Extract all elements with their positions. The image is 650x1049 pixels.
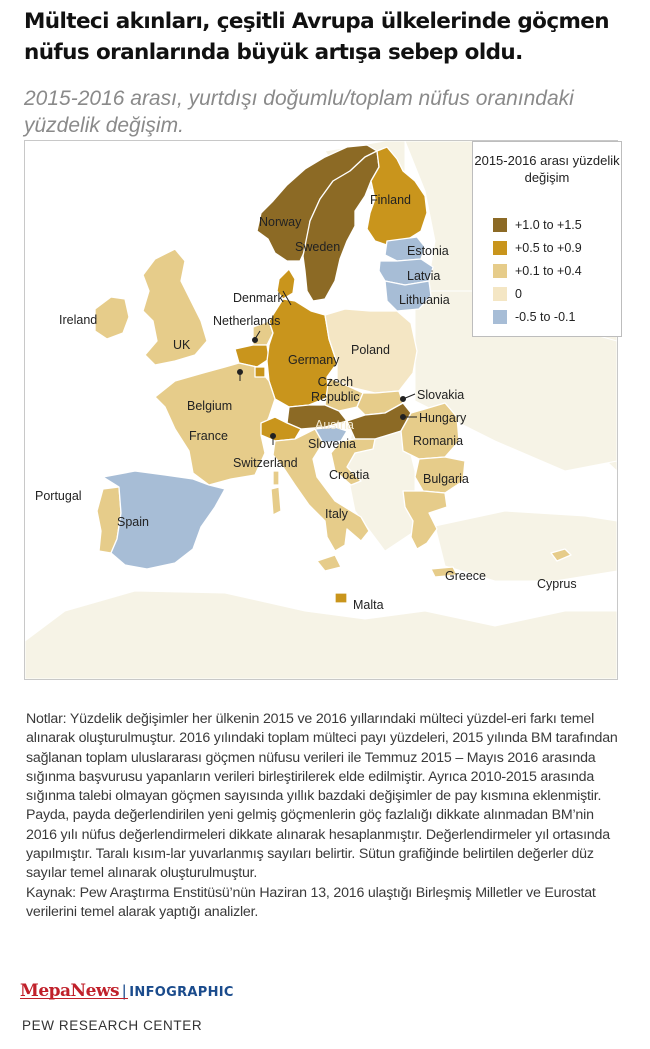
label-spain: Spain [117, 515, 149, 529]
label-austria: Austria [315, 418, 354, 432]
legend-label: -0.5 to -0.1 [515, 310, 576, 324]
label-latvia: Latvia [407, 269, 441, 283]
country-cyprus [550, 548, 572, 562]
label-slovakia: Slovakia [417, 388, 465, 402]
label-estonia: Estonia [407, 244, 449, 258]
country-sardinia [270, 486, 282, 516]
leader-denmark [282, 290, 292, 306]
legend-swatch [493, 264, 507, 278]
label-uk: UK [173, 338, 191, 352]
country-lithuania [384, 280, 432, 312]
page-subtitle: 2015-2016 arası, yurtdışı doğumlu/toplam… [24, 87, 574, 137]
legend-swatch [493, 310, 507, 324]
brand-mepanews: MepaNews [20, 981, 120, 1001]
legend-label: +1.0 to +1.5 [515, 218, 582, 232]
label-netherlands: Netherlands [213, 314, 281, 328]
country-ireland [94, 296, 130, 340]
label-bulgaria: Bulgaria [423, 472, 469, 486]
label-greece: Greece [445, 569, 486, 583]
brand-separator: | [122, 983, 127, 1000]
label-lithuania: Lithuania [399, 293, 450, 307]
brand-infographic: INFOGRAPHIC [129, 985, 234, 1000]
leader-czech [340, 398, 346, 402]
label-norway: Norway [259, 215, 302, 229]
label-croatia: Croatia [329, 468, 370, 482]
label-italy: Italy [325, 507, 348, 521]
footer-credit: PEW RESEARCH CENTER [22, 1018, 203, 1033]
land-africa [25, 590, 617, 679]
legend-swatch [493, 218, 507, 232]
label-germany: Germany [288, 353, 340, 367]
leader-dot-slovakia [400, 396, 406, 402]
map-legend: 2015-2016 arası yüzdelik değişim +1.0 to… [472, 141, 622, 337]
notes: Notlar: Yüzdelik değişimler her ülkenin … [26, 710, 626, 922]
label-poland: Poland [351, 343, 390, 357]
leader-dot-netherlands [252, 337, 258, 343]
label-denmark: Denmark [233, 291, 284, 305]
legend-label: 0 [515, 287, 522, 301]
land-turkey [434, 510, 617, 582]
legend-title: 2015-2016 arası yüzdelik değişim [474, 153, 620, 185]
country-italy [272, 428, 370, 572]
country-bulgaria [414, 456, 466, 494]
country-france [154, 362, 276, 486]
country-denmark [276, 268, 296, 300]
country-uk [142, 248, 208, 366]
label-romania: Romania [413, 434, 464, 448]
legend-swatch [493, 287, 507, 301]
country-sweden [302, 150, 380, 302]
label-malta: Malta [353, 598, 384, 612]
legend-label: +0.5 to +0.9 [515, 241, 582, 255]
label-cyprus: Cyprus [537, 577, 577, 591]
leader-dot-belgium [237, 369, 243, 375]
country-finland [366, 146, 428, 246]
label-portugal: Portugal [35, 489, 82, 503]
country-poland [324, 308, 418, 394]
leader-dot-hungary [400, 414, 406, 420]
country-malta [334, 592, 348, 604]
label-belgium: Belgium [187, 399, 233, 413]
label-finland: Finland [370, 193, 411, 207]
country-spain [102, 470, 226, 570]
label-slovenia: Slovenia [308, 437, 356, 451]
label-czech-republic: Czech Republic [311, 375, 360, 404]
legend-label: +0.1 to +0.4 [515, 264, 582, 278]
label-switzerland: Switzerland [233, 456, 298, 470]
notes-text: Notlar: Yüzdelik değişimler her ülkenin … [26, 711, 618, 882]
brand-logo: MepaNews | INFOGRAPHIC [20, 981, 234, 1003]
label-france: France [189, 429, 228, 443]
legend-swatch [493, 241, 507, 255]
brand-underline [20, 998, 128, 999]
label-ireland: Ireland [59, 313, 98, 327]
country-corsica [272, 470, 280, 486]
source-text: Kaynak: Pew Araştırma Enstitüsü’nün Hazi… [26, 884, 596, 920]
page-title: Mülteci akınları, çeşitli Avrupa ülkeler… [24, 9, 610, 65]
leader-dot-switzerland [270, 433, 276, 439]
country-croatia [330, 438, 376, 486]
country-greece [402, 490, 458, 578]
country-luxembourg [254, 366, 266, 378]
label-hungary: Hungary [419, 411, 467, 425]
label-sweden: Sweden [295, 240, 341, 254]
